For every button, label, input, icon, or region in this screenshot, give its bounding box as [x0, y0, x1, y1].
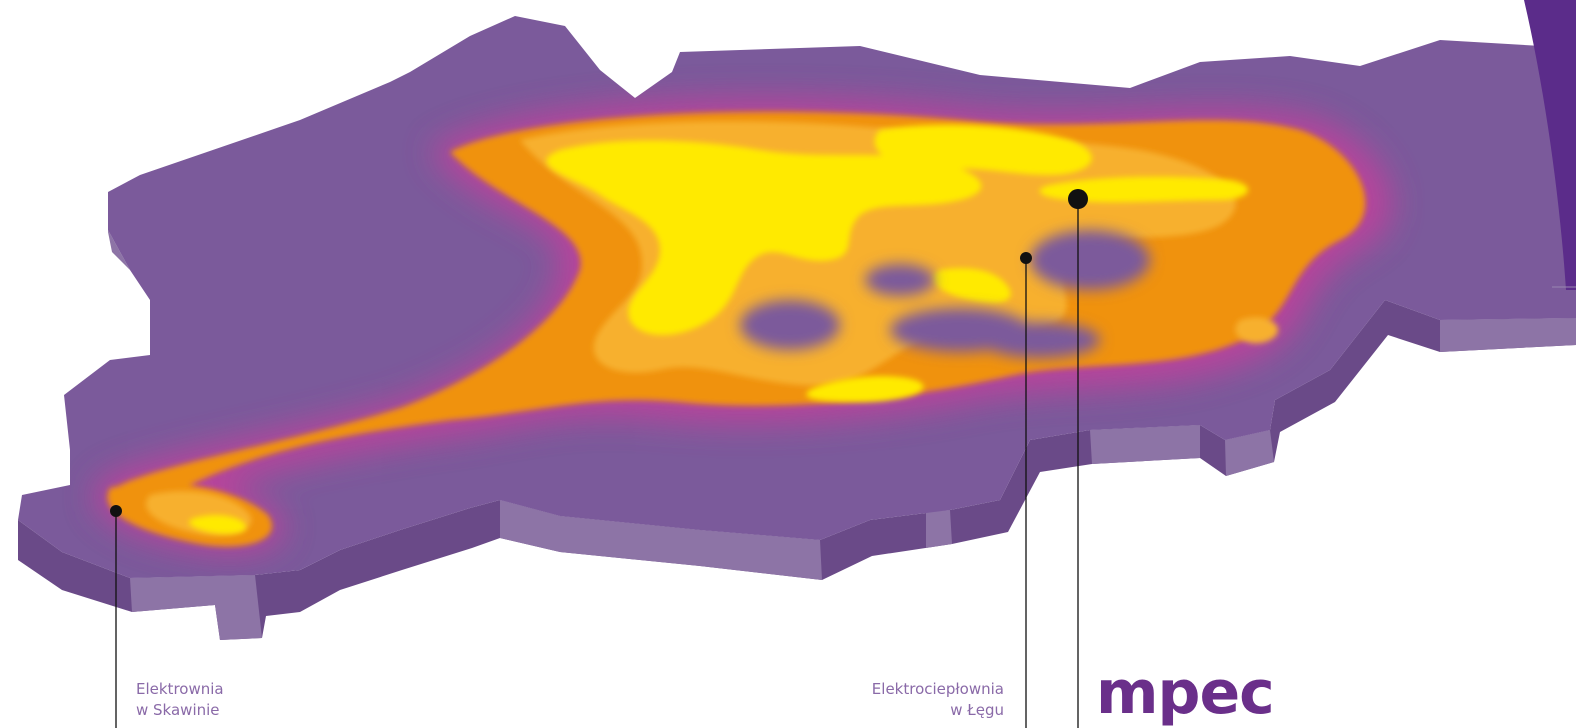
plate-side-dark	[18, 300, 1576, 640]
plate-side-light	[108, 192, 1576, 640]
point-marker-leg	[1020, 252, 1032, 264]
label-leg-line1: Elektrociepłownia	[871, 680, 1004, 698]
point-marker-skawina	[110, 505, 122, 517]
heat-holes	[740, 230, 1150, 358]
label-elektrocieplownia-leg: Elektrociepłownia w Łęgu	[820, 679, 1004, 721]
map-plate-sides	[18, 192, 1576, 640]
heat-layer-yellow	[189, 124, 1249, 534]
markers	[110, 189, 1088, 728]
label-elektrownia-skawina: Elektrownia w Skawinie	[136, 679, 224, 721]
label-skawina-line2: w Skawinie	[136, 701, 220, 719]
right-accent-shape	[1524, 0, 1576, 290]
point-marker-mpec	[1068, 189, 1088, 209]
label-skawina-line1: Elektrownia	[136, 680, 224, 698]
label-leg-line2: w Łęgu	[950, 701, 1004, 719]
mpec-logo: mpec	[1096, 658, 1275, 728]
heat-map	[93, 98, 1393, 554]
